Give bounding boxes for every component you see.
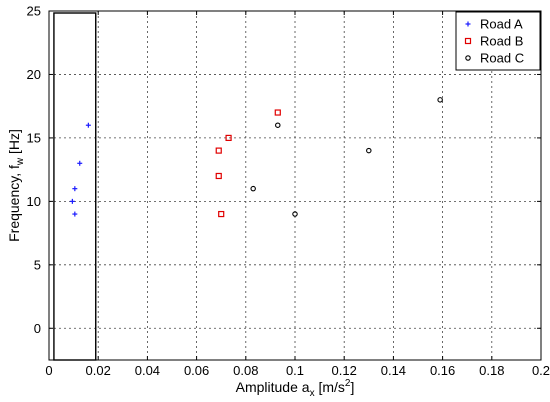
x-tick-label: 0 bbox=[45, 363, 52, 378]
road-b-point bbox=[215, 172, 222, 180]
x-tick-label: 0.06 bbox=[184, 363, 209, 378]
legend-marker-road-b bbox=[464, 37, 472, 45]
highlight-box bbox=[53, 12, 97, 361]
road-b-point bbox=[225, 134, 232, 142]
y-axis-label: Frequency, fw [Hz] bbox=[6, 129, 26, 242]
grid bbox=[49, 11, 541, 360]
x-tick-label: 0.2 bbox=[532, 363, 550, 378]
road-a-point bbox=[72, 211, 78, 217]
x-tick-label: 0.04 bbox=[135, 363, 160, 378]
road-b-point bbox=[218, 210, 225, 218]
x-axis-label: Amplitude ax [m/s2] bbox=[236, 378, 355, 399]
legend-marker-road-a bbox=[465, 21, 471, 27]
x-tick-label: 0.16 bbox=[430, 363, 455, 378]
road-a-point bbox=[69, 198, 75, 204]
data-points bbox=[69, 97, 443, 218]
y-tick-label: 20 bbox=[27, 67, 41, 82]
y-tick-label: 0 bbox=[34, 321, 41, 336]
road-c-point bbox=[275, 122, 281, 128]
legend-label-road-a: Road A bbox=[480, 17, 523, 32]
road-a-point bbox=[85, 122, 91, 128]
road-b-point bbox=[274, 109, 281, 116]
road-c-point bbox=[292, 211, 298, 217]
axis-ticks: 0 0.02 0.04 0.06 0.08 0.1 0.12 0.14 0.16 0.18 0.2 0… bbox=[27, 4, 550, 379]
road-b-point bbox=[215, 147, 222, 154]
x-tick-label: 0.18 bbox=[479, 363, 504, 378]
road-c-point bbox=[366, 147, 372, 154]
y-tick-label: 10 bbox=[27, 194, 41, 209]
legend-label-road-b: Road B bbox=[480, 34, 523, 49]
x-tick-label: 0.1 bbox=[286, 363, 304, 378]
legend-marker-road-c bbox=[465, 55, 471, 61]
annotations bbox=[53, 12, 97, 361]
y-tick-label: 5 bbox=[34, 257, 41, 272]
road-c-point bbox=[250, 185, 256, 192]
y-tick-label: 15 bbox=[27, 130, 41, 145]
road-c-point bbox=[437, 97, 443, 103]
legend-label-road-c: Road C bbox=[480, 51, 524, 66]
legend: Road A Road B Road C bbox=[455, 11, 541, 71]
x-tick-label: 0.02 bbox=[86, 363, 111, 378]
road-a-point bbox=[77, 160, 83, 166]
road-a-point bbox=[72, 186, 78, 192]
x-tick-label: 0.08 bbox=[233, 363, 258, 378]
x-tick-label: 0.14 bbox=[381, 363, 406, 378]
y-tick-label: 25 bbox=[27, 4, 41, 19]
x-tick-label: 0.12 bbox=[332, 363, 357, 378]
